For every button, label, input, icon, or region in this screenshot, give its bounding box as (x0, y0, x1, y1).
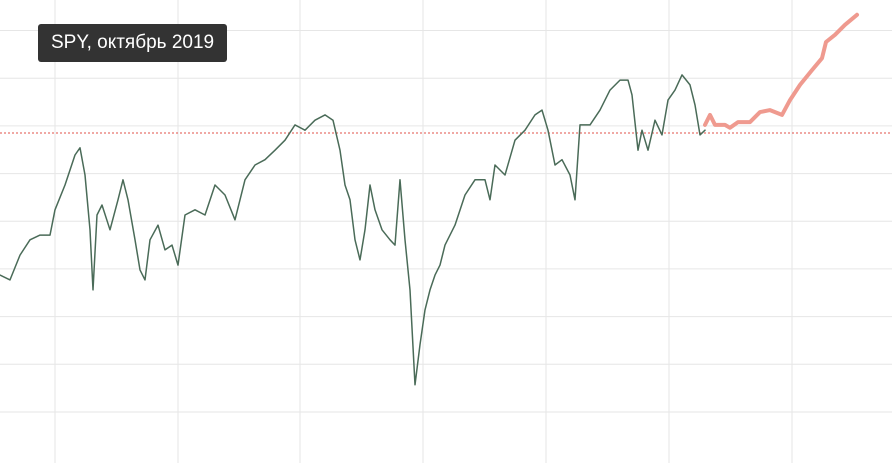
series-line (703, 12, 859, 130)
series-line (0, 74, 706, 386)
chart-title: SPY, октябрь 2019 (38, 24, 228, 62)
